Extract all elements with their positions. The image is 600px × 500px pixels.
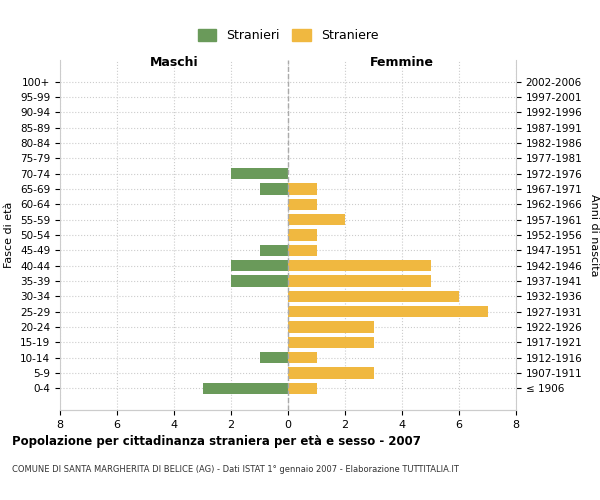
Bar <box>288 276 431 287</box>
Bar <box>260 352 288 364</box>
Bar <box>288 198 317 210</box>
Bar <box>260 244 288 256</box>
Bar <box>231 260 288 272</box>
Bar <box>288 183 317 194</box>
Bar <box>288 229 317 241</box>
Bar <box>288 368 373 379</box>
Bar <box>288 244 317 256</box>
Bar <box>231 276 288 287</box>
Bar <box>288 336 373 348</box>
Bar <box>288 290 459 302</box>
Y-axis label: Fasce di età: Fasce di età <box>4 202 14 268</box>
Bar <box>288 306 487 318</box>
Text: Popolazione per cittadinanza straniera per età e sesso - 2007: Popolazione per cittadinanza straniera p… <box>12 435 421 448</box>
Bar <box>203 382 288 394</box>
Bar <box>288 260 431 272</box>
Bar <box>288 382 317 394</box>
Bar <box>288 322 373 333</box>
Legend: Stranieri, Straniere: Stranieri, Straniere <box>193 24 383 48</box>
Y-axis label: Anni di nascita: Anni di nascita <box>589 194 599 276</box>
Bar <box>231 168 288 179</box>
Bar <box>288 214 345 226</box>
Text: Maschi: Maschi <box>149 56 199 70</box>
Bar <box>260 183 288 194</box>
Bar <box>288 352 317 364</box>
Text: Femmine: Femmine <box>370 56 434 70</box>
Text: COMUNE DI SANTA MARGHERITA DI BELICE (AG) - Dati ISTAT 1° gennaio 2007 - Elabora: COMUNE DI SANTA MARGHERITA DI BELICE (AG… <box>12 465 459 474</box>
